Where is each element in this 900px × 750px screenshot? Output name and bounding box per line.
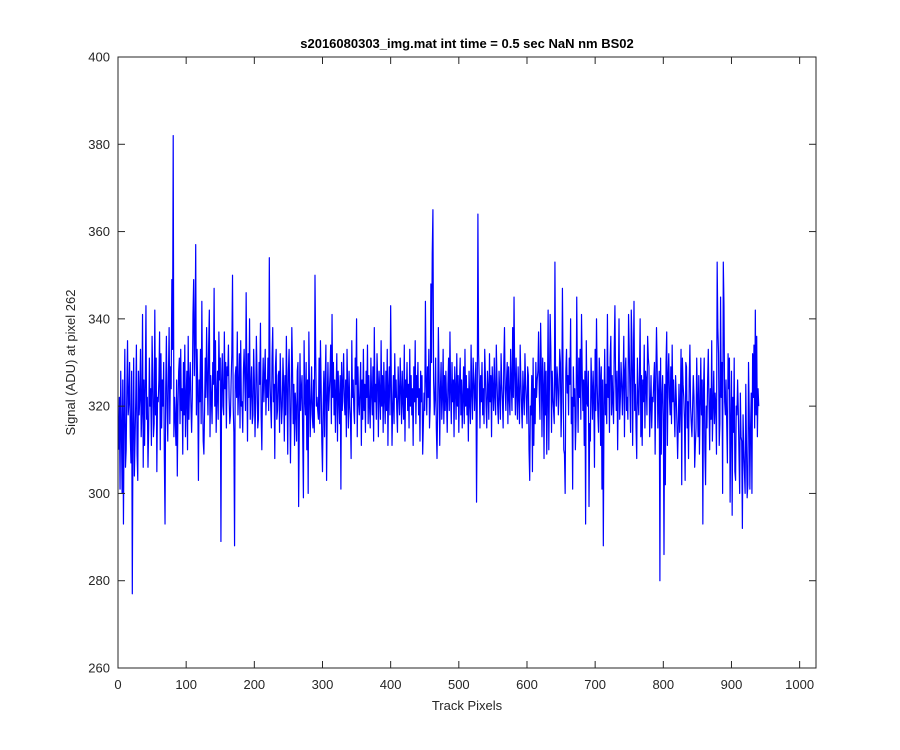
- y-axis-label: Signal (ADU) at pixel 262: [63, 290, 78, 436]
- y-tick-label: 300: [88, 486, 110, 501]
- x-axis-ticks: 0 100 200 300 400 500 600 700 800 900 1000: [114, 57, 814, 692]
- x-axis-label: Track Pixels: [432, 698, 503, 713]
- x-tick-label: 400: [380, 677, 402, 692]
- y-tick-label: 340: [88, 311, 110, 326]
- plot-area: [118, 57, 816, 668]
- y-axis-ticks: 260 280 300 320 340 360 380 400: [88, 50, 816, 676]
- x-tick-label: 1000: [785, 677, 814, 692]
- x-tick-label: 300: [312, 677, 334, 692]
- signal-series-line: [118, 134, 760, 595]
- y-tick-label: 400: [88, 50, 110, 65]
- y-tick-label: 260: [88, 661, 110, 676]
- x-tick-label: 700: [584, 677, 606, 692]
- x-tick-label: 800: [652, 677, 674, 692]
- x-tick-label: 600: [516, 677, 538, 692]
- y-tick-label: 360: [88, 224, 110, 239]
- y-tick-label: 380: [88, 137, 110, 152]
- x-tick-label: 500: [448, 677, 470, 692]
- x-tick-label: 900: [721, 677, 743, 692]
- x-tick-label: 0: [114, 677, 121, 692]
- x-tick-label: 100: [175, 677, 197, 692]
- x-tick-label: 200: [243, 677, 265, 692]
- axes-box: [117, 56, 817, 669]
- y-tick-label: 320: [88, 399, 110, 414]
- chart-title: s2016080303_img.mat int time = 0.5 sec N…: [300, 36, 634, 51]
- y-tick-label: 280: [88, 573, 110, 588]
